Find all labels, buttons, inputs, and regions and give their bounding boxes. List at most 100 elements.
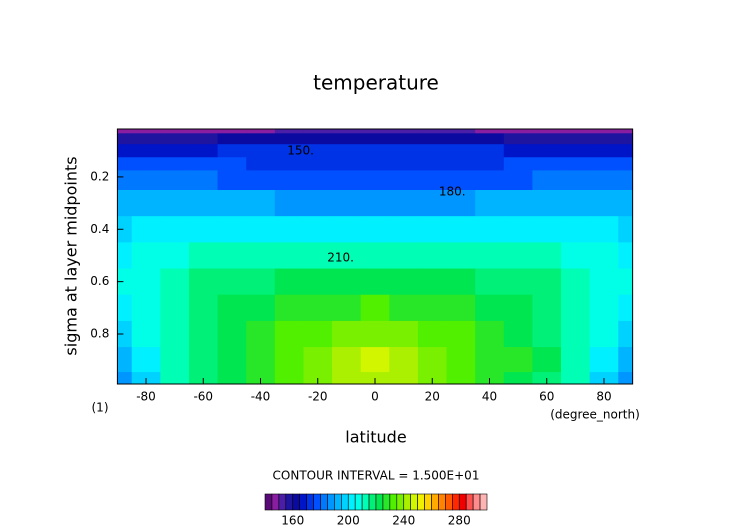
field-cell <box>131 144 161 158</box>
field-cell <box>160 294 190 322</box>
field-cell <box>160 129 190 134</box>
field-cell <box>503 129 533 134</box>
field-cell <box>303 144 333 158</box>
field-cell <box>532 129 562 134</box>
colorbar-box <box>264 493 273 511</box>
field-cell <box>475 347 505 373</box>
field-cell <box>446 133 476 145</box>
x-tick-label: 0 <box>371 390 379 404</box>
colorbar-box <box>341 493 349 511</box>
field-cell <box>131 133 161 145</box>
x-tick-label: 20 <box>425 390 440 404</box>
field-cell <box>532 170 562 191</box>
field-cell <box>332 144 362 158</box>
field-cell <box>618 133 634 145</box>
field-cell <box>446 157 476 171</box>
field-cell <box>217 129 247 134</box>
field-cell <box>389 347 419 373</box>
field-cell <box>475 144 505 158</box>
field-cell <box>188 170 219 191</box>
field-cell <box>332 294 362 322</box>
field-cell <box>117 129 133 134</box>
field-cell <box>131 268 161 296</box>
field-cell <box>131 320 161 348</box>
field-cell <box>389 320 419 348</box>
field-cell <box>360 144 390 158</box>
field-cell <box>360 294 390 322</box>
y-tick-label: 0.4 <box>90 222 109 236</box>
x-tick-label: -80 <box>136 390 156 404</box>
field-cell <box>274 133 304 145</box>
field-cell <box>217 216 247 243</box>
field-cell <box>117 347 133 373</box>
field-cell <box>246 129 276 134</box>
field-cell <box>389 372 419 385</box>
field-cell <box>117 268 133 296</box>
field-cell <box>446 347 476 373</box>
frame-label: (1) <box>92 401 109 415</box>
field-cell <box>303 242 333 270</box>
field-cell <box>217 268 247 296</box>
field-cell <box>160 372 190 385</box>
colorbar-box <box>472 493 481 511</box>
colorbar-box <box>452 493 460 511</box>
field-cell <box>532 157 562 171</box>
field-cell <box>274 129 304 134</box>
field-cell <box>217 242 247 270</box>
field-cell <box>532 347 562 373</box>
field-cell <box>160 157 190 171</box>
field-cell <box>332 129 362 134</box>
field-cell <box>532 242 562 270</box>
field-cell <box>475 190 505 217</box>
colorbar-box <box>347 493 356 511</box>
field-cell <box>246 294 276 322</box>
contour-label: 150. <box>287 143 314 157</box>
field-cell <box>503 268 533 296</box>
field-cell <box>589 170 619 191</box>
field-cell <box>589 144 619 158</box>
field-cell <box>274 144 304 158</box>
colorbar-box <box>368 493 377 511</box>
field-cell <box>131 242 161 270</box>
field-cell <box>117 133 133 145</box>
field-cell <box>274 242 304 270</box>
colorbar-box <box>389 493 398 511</box>
field-cell <box>160 347 190 373</box>
field-cell <box>475 129 505 134</box>
field-cell <box>503 372 533 385</box>
field-cell <box>389 268 419 296</box>
field-cell <box>618 129 634 134</box>
colorbar-box <box>382 493 391 511</box>
field-cell <box>561 347 591 373</box>
field-cell <box>117 190 133 217</box>
colorbar-box <box>410 493 418 511</box>
field-cell <box>117 372 133 385</box>
field-cell <box>160 190 190 217</box>
field-cell <box>389 242 419 270</box>
field-cell <box>332 347 362 373</box>
field-cell <box>332 372 362 385</box>
field-cell <box>217 190 247 217</box>
colorbar-box <box>271 493 280 511</box>
field-cell <box>188 144 219 158</box>
field-cell <box>117 294 133 322</box>
field-cell <box>503 133 533 145</box>
contour-field <box>117 129 634 385</box>
field-cell <box>589 320 619 348</box>
colorbar-box <box>479 493 488 511</box>
field-cell <box>217 157 247 171</box>
field-cell <box>246 216 276 243</box>
field-cell <box>332 133 362 145</box>
colorbar-box <box>445 493 453 511</box>
field-cell <box>618 268 634 296</box>
x-tick-label: 40 <box>482 390 497 404</box>
field-cell <box>446 372 476 385</box>
field-cell <box>274 190 304 217</box>
field-cell <box>303 190 333 217</box>
field-cell <box>532 320 562 348</box>
field-cell <box>274 268 304 296</box>
field-cell <box>217 347 247 373</box>
field-cell <box>160 242 190 270</box>
field-cell <box>217 170 247 191</box>
colorbar-tick-label: 160 <box>281 514 304 528</box>
